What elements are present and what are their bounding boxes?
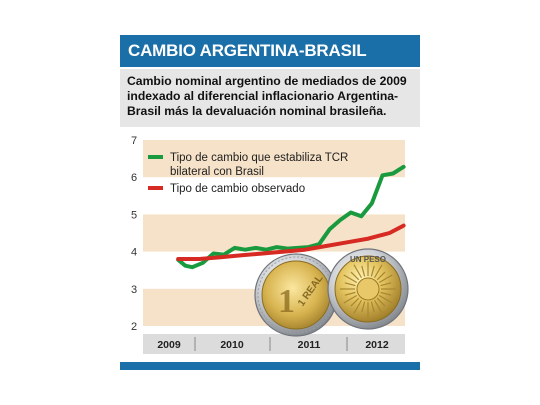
sun-ray bbox=[353, 299, 363, 314]
sun-ray bbox=[380, 282, 392, 287]
sun-ray bbox=[343, 294, 358, 304]
x-tick-label: 2012 bbox=[365, 339, 389, 351]
sun-ray bbox=[373, 264, 383, 279]
legend-label-red: Tipo de cambio observado bbox=[170, 183, 305, 195]
sun-ray bbox=[361, 265, 366, 277]
plot-band bbox=[143, 214, 405, 252]
argentina-peso-coin: UN PESO bbox=[327, 248, 409, 330]
sun-ray bbox=[380, 291, 392, 296]
x-tick-label: 2009 bbox=[157, 339, 181, 351]
y-tick-label: 4 bbox=[131, 247, 137, 259]
sun-ray bbox=[376, 297, 386, 307]
y-tick-label: 2 bbox=[131, 321, 137, 333]
sun-ray bbox=[378, 294, 393, 304]
sun-ray bbox=[344, 291, 356, 296]
plot-band bbox=[143, 140, 405, 178]
x-tick-label: 2011 bbox=[298, 339, 321, 351]
y-tick-label: 7 bbox=[131, 135, 137, 147]
sun-ray bbox=[353, 264, 363, 279]
sun-ray bbox=[376, 271, 386, 281]
sun-ray bbox=[373, 299, 383, 314]
x-axis-strip bbox=[143, 334, 405, 354]
sun-ray bbox=[370, 265, 375, 277]
chart-subtitle: Cambio nominal argentino de mediados de … bbox=[127, 74, 407, 118]
sun-ray bbox=[378, 274, 393, 284]
sun-ray bbox=[350, 271, 360, 281]
x-tick-label: 2010 bbox=[220, 339, 244, 351]
y-tick-label: 3 bbox=[131, 284, 137, 296]
subtitle-box: Cambio nominal argentino de mediados de … bbox=[120, 69, 420, 127]
legend-label-green-line2: bilateral con Brasil bbox=[170, 166, 264, 178]
series-line-red bbox=[176, 223, 406, 261]
sun-ray bbox=[361, 301, 366, 313]
chart-title: CAMBIO ARGENTINA-BRASIL bbox=[128, 41, 367, 60]
sun-ray bbox=[370, 301, 375, 313]
sun-ray bbox=[344, 282, 356, 287]
svg-text:1: 1 bbox=[278, 283, 295, 320]
peso-coin-label: UN PESO bbox=[350, 255, 386, 264]
y-tick-label: 6 bbox=[131, 172, 137, 184]
title-bar: CAMBIO ARGENTINA-BRASIL bbox=[120, 35, 420, 67]
footer-bar bbox=[120, 362, 420, 370]
sun-ray bbox=[350, 297, 360, 307]
sun-ray bbox=[343, 274, 358, 284]
brazil-real-coin: 1 1 REAL bbox=[254, 253, 338, 337]
y-tick-label: 5 bbox=[131, 209, 137, 221]
legend-label-green-line1: Tipo de cambio que estabiliza TCR bbox=[170, 152, 348, 164]
